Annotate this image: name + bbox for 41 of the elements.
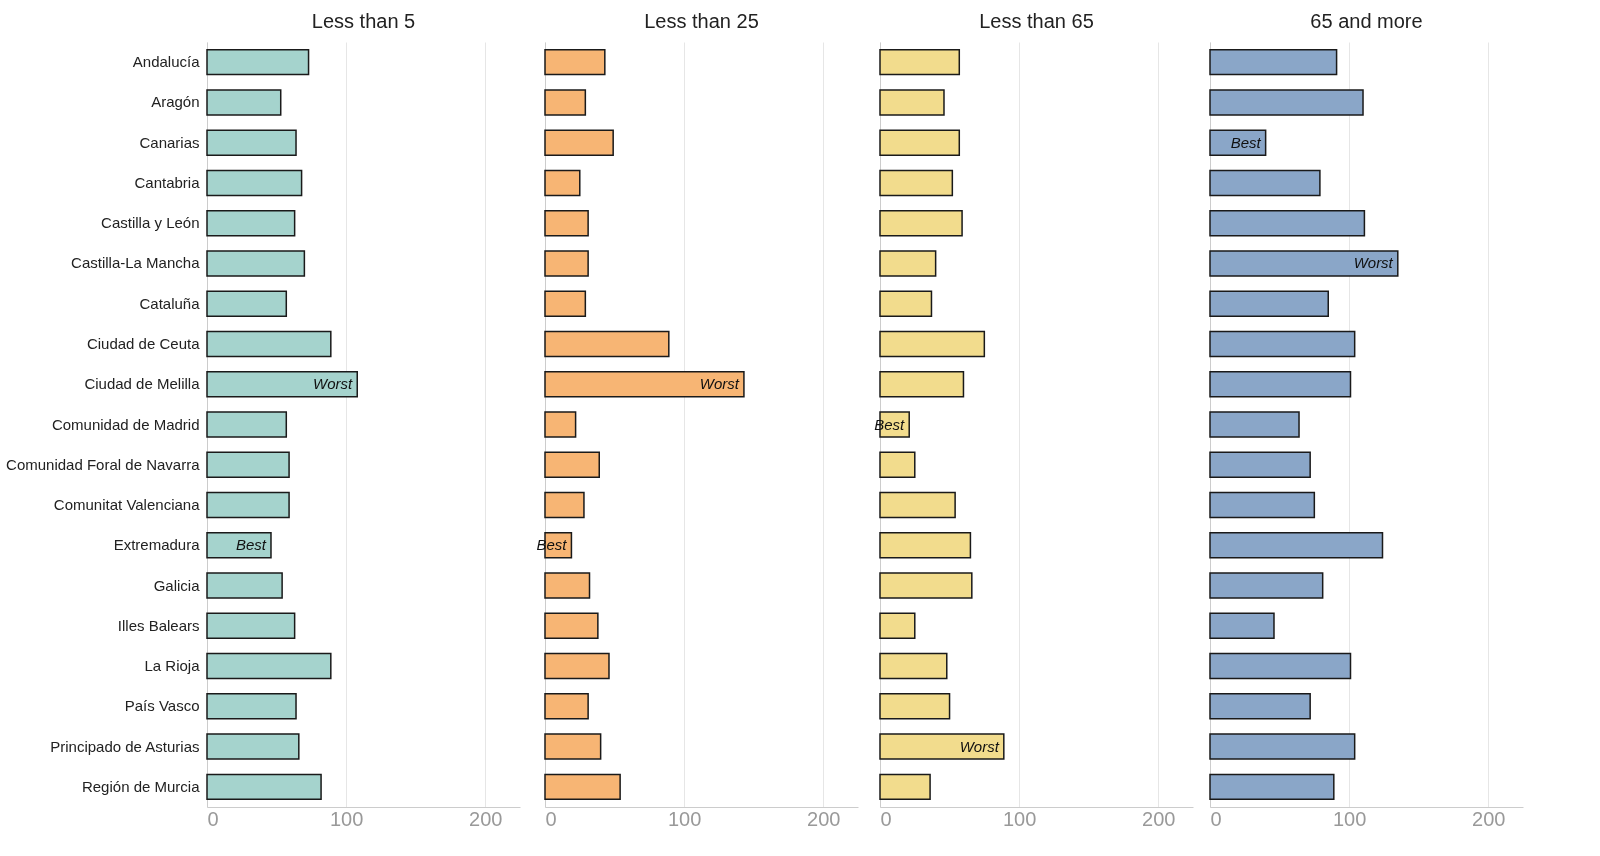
annotation: Worst [699,375,740,393]
y-tick-label: Illes Balears [117,616,200,634]
x-tick-label: 200 [1472,807,1506,830]
chart-title: Less than 65 [979,10,1094,32]
x-tick-label: 100 [1002,807,1037,830]
x-tick-label: 200 [469,807,503,830]
y-tick-label: Ciudad de Ceuta [86,334,201,352]
y-tick-label: Castilla y León [101,214,200,232]
y-tick-label: Canarias [139,133,200,151]
chart-title: 65 and more [1310,10,1423,32]
x-tick-label: 100 [667,807,702,830]
chart-title: Less than 25 [644,10,759,32]
y-tick-label: Ciudad de Melilla [84,375,201,393]
annotation: Best [235,536,267,554]
y-tick-label: Cataluña [139,294,201,312]
annotation: Worst [1353,254,1394,272]
x-tick-label: 100 [1332,807,1367,830]
y-tick-label: Aragón [151,93,200,111]
y-tick-label: Principado de Asturias [50,737,200,755]
y-tick-label: Región de Murcia [81,777,201,795]
y-tick-label: La Rioja [144,657,201,675]
x-tick-label: 0 [545,807,557,830]
y-tick-label: Galicia [153,576,201,594]
y-tick-label: País Vasco [124,697,200,715]
chart-title: Less than 5 [311,10,416,32]
x-tick-label: 100 [329,807,364,830]
annotation: Worst [313,375,354,393]
y-tick-label: Cantabria [134,173,201,191]
x-tick-label: 200 [807,807,841,830]
x-tick-label: 0 [880,807,892,830]
y-tick-label: Castilla-La Mancha [71,254,201,272]
y-tick-label: Andalucía [132,53,201,71]
x-tick-label: 0 [1210,807,1222,830]
y-tick-label: Comunidad de Madrid [51,415,200,433]
x-tick-label: 0 [207,807,219,830]
annotation: Best [1230,133,1262,151]
x-tick-label: 200 [1142,807,1176,830]
y-tick-label: Comunidad Foral de Navarra [6,455,201,473]
y-tick-label: Extremadura [113,536,201,554]
y-tick-label: Comunitat Valenciana [53,496,201,514]
annotation: Worst [959,737,1000,755]
